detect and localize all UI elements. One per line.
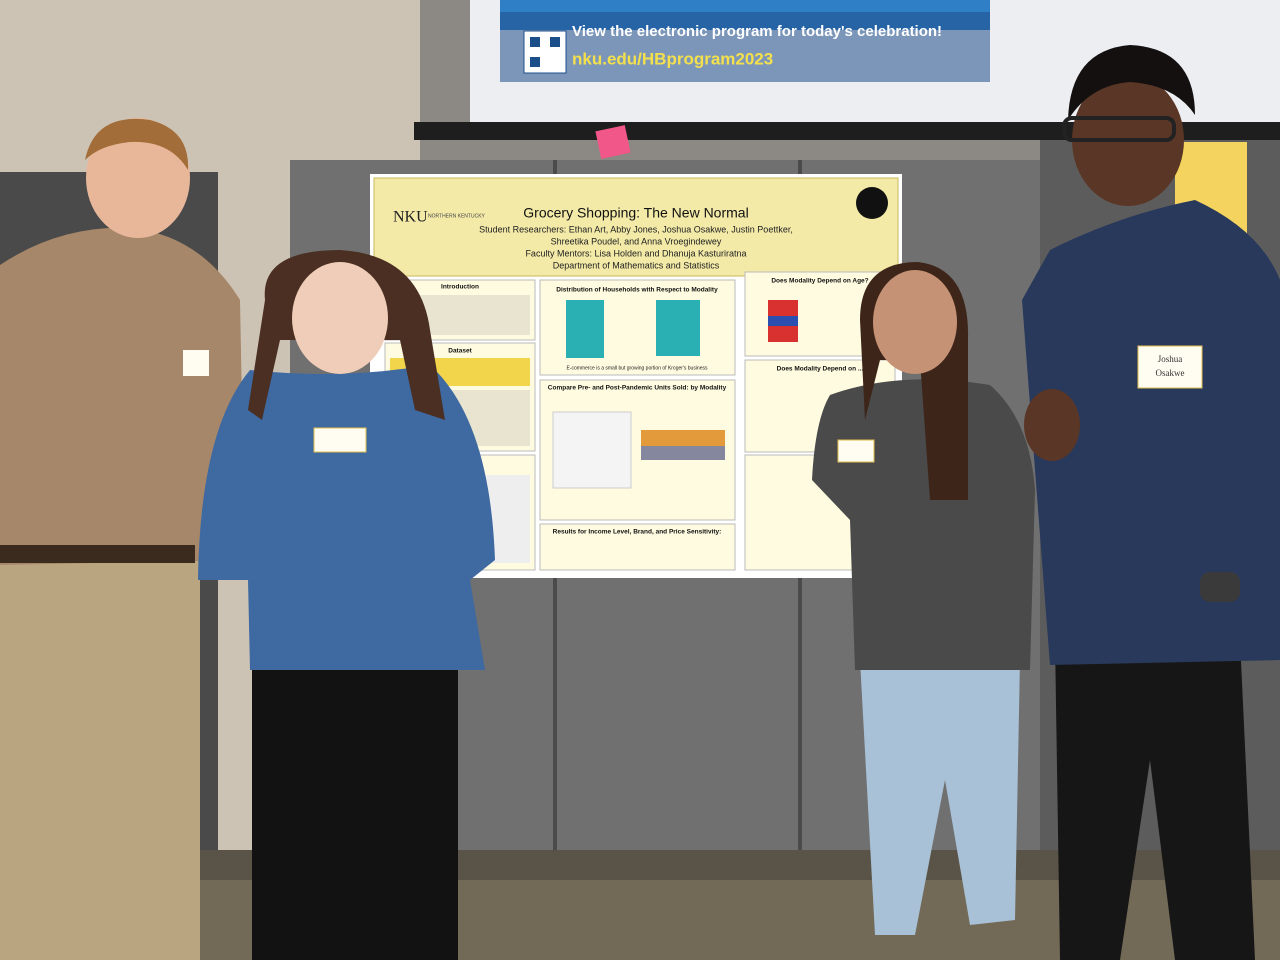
section-heading: Does Modality Depend on Age? — [771, 278, 868, 285]
trousers — [252, 660, 458, 960]
department-badge — [856, 187, 888, 219]
name-tag — [1137, 345, 1203, 389]
panel — [539, 523, 736, 571]
checked-shirt — [0, 227, 245, 565]
screen-message: View the electronic program for today's … — [572, 23, 942, 40]
chart-image — [656, 300, 700, 356]
thumbs-up-hand — [1024, 389, 1080, 461]
person — [0, 118, 245, 960]
qr-block — [530, 37, 540, 47]
poster-logo-text: NORTHERN KENTUCKY — [428, 213, 486, 219]
section-heading: Results for Income Level, Brand, and Pri… — [553, 529, 722, 536]
person — [812, 262, 1035, 935]
name-tag — [837, 439, 875, 463]
trousers — [1055, 640, 1255, 960]
watch — [1200, 572, 1240, 602]
section-heading: Does Modality Depend on ... — [777, 366, 864, 373]
glasses — [1062, 116, 1176, 142]
jeans — [860, 660, 1020, 935]
blouse — [198, 365, 495, 670]
name-tag — [313, 427, 367, 453]
name-tag — [183, 350, 209, 376]
poster-header — [373, 177, 899, 277]
qr-block — [550, 37, 560, 47]
chart-image — [552, 411, 632, 489]
poster-department: Department of Mathematics and Statistics — [553, 260, 720, 270]
poster-researchers: Shreetika Poudel, and Anna Vroegindewey — [551, 236, 722, 246]
shirt — [1022, 200, 1280, 665]
person: Joshua Osakwe — [1022, 45, 1280, 960]
poster-mentors: Faculty Mentors: Lisa Holden and Dhanuja… — [525, 248, 746, 258]
chart-image — [768, 316, 798, 326]
poster-title: Grocery Shopping: The New Normal — [523, 205, 748, 221]
screen-shade — [500, 12, 990, 82]
section-heading: Dataset — [448, 348, 472, 355]
trousers — [0, 555, 200, 960]
face — [86, 118, 190, 238]
poster-logo: NKU — [393, 209, 428, 226]
poster: NKU NORTHERN KENTUCKY Grocery Shopping: … — [370, 174, 902, 578]
section-heading: Distribution of Households with Respect … — [556, 287, 718, 294]
face — [873, 270, 957, 374]
qr-block — [530, 57, 540, 67]
name-tag-last: Osakwe — [1156, 368, 1185, 378]
face — [292, 262, 388, 374]
chart-caption: E-commerce is a small but growing portio… — [566, 365, 708, 371]
section-heading: Compare Pre- and Post-Pandemic Units Sol… — [548, 385, 727, 392]
hair — [1068, 45, 1195, 120]
name-tag-first: Joshua — [1158, 354, 1183, 364]
person — [198, 250, 495, 960]
sticky-note — [595, 125, 631, 159]
chart-image — [566, 300, 604, 358]
belt — [0, 545, 195, 563]
screen-url: nku.edu/HBprogram2023 — [572, 49, 773, 68]
section-heading: Introduction — [441, 284, 479, 291]
hair — [85, 118, 189, 170]
poster-researchers: Student Researchers: Ethan Art, Abby Jon… — [479, 224, 793, 234]
heat-map — [641, 446, 725, 460]
